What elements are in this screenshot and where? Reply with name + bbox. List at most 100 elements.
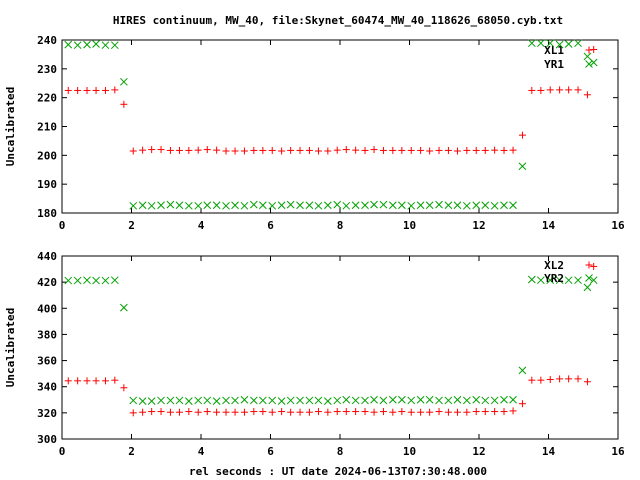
data-point-xl1 xyxy=(194,146,202,154)
data-point-xl2 xyxy=(259,408,267,416)
x-tick-label: 4 xyxy=(198,445,205,458)
data-point-yr2 xyxy=(416,395,425,404)
data-point-xl1 xyxy=(435,146,443,154)
data-point-yr2 xyxy=(333,396,342,405)
y-axis-title: Uncalibrated xyxy=(4,308,17,387)
data-point-yr2 xyxy=(472,395,481,404)
data-point-yr1 xyxy=(194,201,203,210)
data-point-xl2 xyxy=(250,408,258,416)
data-point-xl1 xyxy=(352,146,360,154)
data-point-xl1 xyxy=(296,146,304,154)
data-point-xl2 xyxy=(398,408,406,416)
data-point-yr2 xyxy=(546,276,555,285)
data-point-yr2 xyxy=(407,396,416,405)
x-tick-label: 8 xyxy=(337,445,344,458)
data-point-yr1 xyxy=(518,162,527,171)
data-point-xl1 xyxy=(120,100,128,108)
data-point-xl1 xyxy=(574,86,582,94)
data-point-xl2 xyxy=(278,408,286,416)
data-point-yr2 xyxy=(286,396,295,405)
data-point-yr2 xyxy=(212,397,221,405)
data-point-yr1 xyxy=(314,201,323,210)
data-point-xl2 xyxy=(389,408,397,416)
data-point-xl2 xyxy=(92,377,100,385)
y-axis-title: Uncalibrated xyxy=(4,87,17,166)
data-point-xl1 xyxy=(583,91,591,99)
data-point-xl2 xyxy=(101,377,109,385)
data-point-xl2 xyxy=(565,375,573,383)
data-point-xl1 xyxy=(129,147,137,155)
data-point-yr1 xyxy=(110,41,119,50)
x-tick-label: 12 xyxy=(472,445,485,458)
data-point-yr2 xyxy=(101,276,110,285)
data-point-yr1 xyxy=(444,201,453,210)
data-point-yr1 xyxy=(462,201,471,210)
data-point-xl1 xyxy=(278,147,286,155)
data-point-xl2 xyxy=(314,408,322,416)
data-point-xl2 xyxy=(139,408,147,416)
data-point-xl1 xyxy=(417,146,425,154)
data-point-xl1 xyxy=(546,86,554,94)
y-tick-label: 440 xyxy=(37,250,57,263)
data-point-yr1 xyxy=(453,201,462,210)
data-point-yr2 xyxy=(323,397,332,405)
data-point-yr1 xyxy=(240,201,249,210)
data-point-xl2 xyxy=(379,408,387,416)
x-tick-label: 6 xyxy=(267,445,274,458)
data-point-yr1 xyxy=(435,200,443,209)
top-plot-panel: 0 2 4 6 8 10 12 14 16 180 190 200 210 220 230 240 Uncali… xyxy=(4,34,625,232)
data-point-yr2 xyxy=(194,396,203,405)
data-point-yr2 xyxy=(277,397,286,405)
legend-label-xl2: XL2 xyxy=(544,259,564,272)
legend-marker-yr1 xyxy=(585,60,593,68)
data-point-yr2 xyxy=(203,396,212,405)
y-tick-label: 320 xyxy=(37,407,57,420)
data-point-yr1 xyxy=(555,40,564,49)
data-point-yr2 xyxy=(231,396,239,405)
data-point-yr1 xyxy=(222,201,230,210)
data-point-xl2 xyxy=(287,408,295,416)
data-point-xl1 xyxy=(481,146,489,154)
data-point-xl2 xyxy=(417,408,425,416)
data-point-yr1 xyxy=(259,201,267,210)
data-point-yr2 xyxy=(490,396,499,405)
data-point-yr1 xyxy=(212,201,221,210)
data-point-yr1 xyxy=(388,201,397,210)
data-point-yr2 xyxy=(589,276,598,285)
y-tick-label: 240 xyxy=(37,34,57,47)
data-point-yr2 xyxy=(435,396,443,405)
data-point-xl2 xyxy=(324,408,332,416)
data-point-xl2 xyxy=(528,376,536,384)
data-point-xl1 xyxy=(444,146,452,154)
data-point-xl1 xyxy=(426,147,434,155)
x-tick-label: 2 xyxy=(128,445,135,458)
data-point-xl2 xyxy=(435,408,443,416)
legend-label-yr2: YR2 xyxy=(544,272,564,285)
data-point-xl1 xyxy=(528,86,536,94)
axis-ticks xyxy=(61,39,619,214)
data-point-yr2 xyxy=(83,276,91,285)
data-point-xl2 xyxy=(83,377,91,385)
data-point-xl1 xyxy=(565,86,573,94)
data-point-yr2 xyxy=(388,395,397,404)
x-tick-label: 14 xyxy=(542,445,556,458)
data-point-yr2 xyxy=(314,396,323,405)
data-point-yr2 xyxy=(222,396,230,405)
data-point-yr2 xyxy=(240,395,249,404)
data-point-xl1 xyxy=(101,86,109,94)
y-tick-label: 380 xyxy=(37,328,57,341)
data-point-xl2 xyxy=(231,408,239,416)
data-point-yr1 xyxy=(157,201,165,210)
data-point-xl1 xyxy=(556,86,564,94)
data-point-xl2 xyxy=(213,408,221,416)
data-point-xl1 xyxy=(361,146,369,154)
data-point-xl1 xyxy=(379,146,387,154)
data-point-xl2 xyxy=(175,408,183,416)
data-point-yr1 xyxy=(472,201,481,210)
x-tick-label: 2 xyxy=(128,219,135,232)
data-point-yr2 xyxy=(296,396,304,405)
data-point-yr1 xyxy=(166,200,175,209)
y-tick-label: 340 xyxy=(37,381,57,394)
data-point-yr1 xyxy=(231,201,239,210)
data-point-yr2 xyxy=(574,276,582,285)
